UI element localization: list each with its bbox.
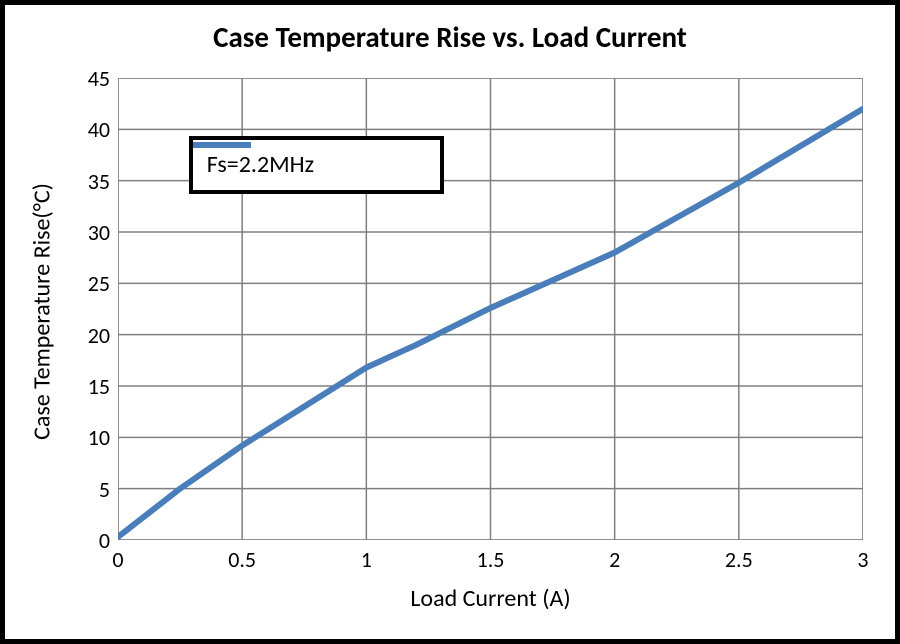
chart-title: Case Temperature Rise vs. Load Current bbox=[5, 19, 895, 55]
y-tick-label: 10 bbox=[60, 424, 110, 451]
y-tick-label: 15 bbox=[60, 373, 110, 400]
x-tick-label: 3 bbox=[833, 546, 893, 573]
y-axis-label: Case Temperature Rise(°C) bbox=[28, 81, 57, 543]
x-tick-label: 0.5 bbox=[212, 546, 272, 573]
plot-area: Fs=2.2MHz bbox=[118, 78, 863, 540]
x-tick-label: 1.5 bbox=[461, 546, 521, 573]
legend: Fs=2.2MHz bbox=[189, 136, 444, 194]
y-tick-label: 40 bbox=[60, 116, 110, 143]
y-tick-label: 45 bbox=[60, 65, 110, 92]
x-tick-label: 2 bbox=[585, 546, 645, 573]
x-axis-label: Load Current (A) bbox=[118, 584, 863, 613]
legend-series-label: Fs=2.2MHz bbox=[207, 150, 314, 179]
x-tick-label: 0 bbox=[88, 546, 148, 573]
y-tick-label: 5 bbox=[60, 476, 110, 503]
chart-frame: Case Temperature Rise vs. Load Current C… bbox=[0, 0, 900, 644]
x-tick-label: 2.5 bbox=[709, 546, 769, 573]
y-tick-label: 30 bbox=[60, 219, 110, 246]
y-tick-label: 35 bbox=[60, 168, 110, 195]
y-tick-label: 25 bbox=[60, 270, 110, 297]
legend-swatch bbox=[193, 140, 251, 150]
x-tick-label: 1 bbox=[336, 546, 396, 573]
y-tick-label: 20 bbox=[60, 322, 110, 349]
